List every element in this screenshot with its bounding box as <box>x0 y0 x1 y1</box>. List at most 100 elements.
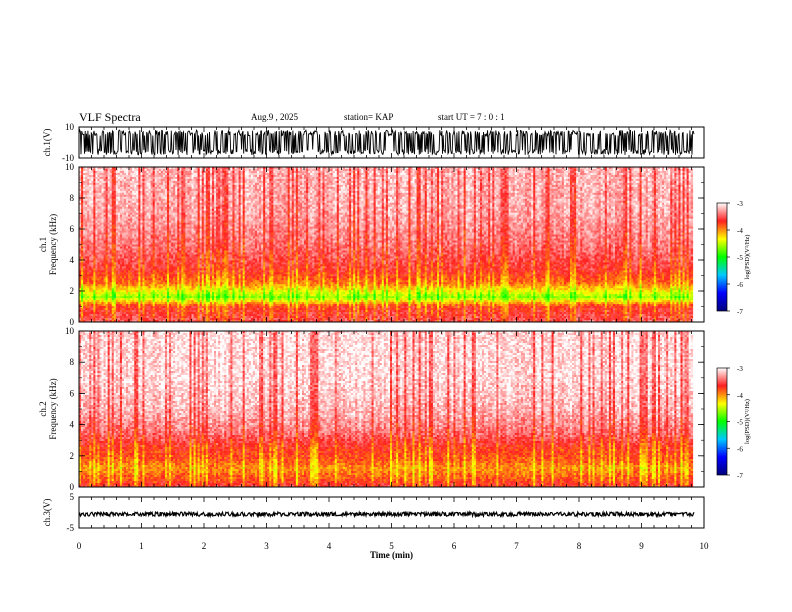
spectrogram-cell <box>423 181 425 183</box>
spectrogram-cell <box>486 175 488 177</box>
spectrogram-cell <box>619 179 621 181</box>
spectrogram-cell <box>241 179 243 181</box>
spectrogram-cell <box>196 175 198 177</box>
spectrogram-cell <box>349 171 351 173</box>
spectrogram-cell <box>398 171 400 173</box>
spectrogram-cell <box>286 171 288 173</box>
spectrogram-cell <box>308 173 310 175</box>
spectrogram-cell <box>470 181 472 183</box>
spectrogram-cell <box>247 179 249 181</box>
spectrogram-cell <box>593 179 595 181</box>
spectrogram-cell <box>539 179 541 181</box>
spectrogram-cell <box>505 171 507 173</box>
spectrogram-cell <box>396 173 398 175</box>
spectrogram-cell <box>433 181 435 183</box>
spectrogram-cell <box>588 179 590 181</box>
spectrogram-cell <box>153 173 155 175</box>
spectrogram-cell <box>339 179 341 181</box>
spectrogram-cell <box>578 175 580 177</box>
spectrogram-cell <box>261 181 263 183</box>
spectrogram-cell <box>445 173 447 175</box>
spectrogram-cell <box>642 173 644 175</box>
spectrogram-cell <box>314 171 316 173</box>
spectrogram-cell <box>494 171 496 173</box>
spectrogram-cell <box>118 181 120 183</box>
spectrogram-cell <box>163 173 165 175</box>
spectrogram-cell <box>294 171 296 173</box>
spectrogram-cell <box>89 181 91 183</box>
spectrogram-cell <box>329 179 331 181</box>
spectrogram-cell <box>112 173 114 175</box>
spectrogram-cell <box>167 181 169 183</box>
spectrogram-cell <box>486 171 488 173</box>
spectrogram-cell <box>423 175 425 177</box>
spectrogram-cell <box>568 175 570 177</box>
spectrogram-cell <box>554 175 556 177</box>
spectrogram-cell <box>241 181 243 183</box>
spectrogram-cell <box>343 181 345 183</box>
spectrogram-cell <box>484 175 486 177</box>
spectrogram-cell <box>177 173 179 175</box>
spectrogram-cell <box>500 179 502 181</box>
spectrogram-cell <box>118 171 120 173</box>
spectrogram-cell <box>325 175 327 177</box>
spectrogram-cell <box>300 179 302 181</box>
spectrogram-cell <box>676 181 678 183</box>
spectrogram-cell <box>189 179 191 181</box>
spectrogram-cell <box>406 179 408 181</box>
spectrogram-cell <box>253 179 255 181</box>
spectrogram-cell <box>261 175 263 177</box>
spectrogram-cell <box>457 171 459 173</box>
spectrogram-cell <box>627 175 629 177</box>
spectrogram-cell <box>683 171 685 173</box>
spectrogram-cell <box>185 173 187 175</box>
spectrogram-cell <box>652 181 654 183</box>
spectrogram-cell <box>654 181 656 183</box>
spectrogram-cell <box>130 181 132 183</box>
spectrogram-cell <box>245 173 247 175</box>
spectrogram-cell <box>543 173 545 175</box>
spectrogram-cell <box>241 173 243 175</box>
spectrogram-cell <box>505 173 507 175</box>
spectrogram-cell <box>652 173 654 175</box>
spectrogram-cell <box>161 181 163 183</box>
spectrogram-cell <box>175 175 177 177</box>
spectrogram-cell <box>130 179 132 181</box>
spectrogram-cell <box>294 175 296 177</box>
spectrogram-cell <box>259 181 261 183</box>
spectrogram-cell <box>595 175 597 177</box>
spectrogram-cell <box>234 171 236 173</box>
spectrogram-cell <box>654 179 656 181</box>
spectrogram-cell <box>318 171 320 173</box>
spectrogram-cell <box>151 179 153 181</box>
spectrogram-cell <box>658 173 660 175</box>
spectrogram-cell <box>167 179 169 181</box>
spectrogram-cell <box>543 181 545 183</box>
spectrogram-cell <box>218 179 220 181</box>
spectrogram-cell <box>568 171 570 173</box>
spectrogram-cell <box>619 181 621 183</box>
spectrogram-cell <box>122 181 124 183</box>
spectrogram-cell <box>112 175 114 177</box>
spectrogram-cell <box>384 171 386 173</box>
spectrogram-cell <box>580 173 582 175</box>
spectrogram-cell <box>165 175 167 177</box>
spectrogram-cell <box>406 181 408 183</box>
spectrogram-cell <box>406 173 408 175</box>
spectrogram-cell <box>574 175 576 177</box>
spectrogram-cell <box>353 171 355 173</box>
spectrogram-cell <box>206 181 208 183</box>
spectrogram-cell <box>605 171 607 173</box>
spectrogram-cell <box>192 175 194 177</box>
spectrogram-cell <box>284 181 286 183</box>
spectrogram-cell <box>525 179 527 181</box>
spectrogram-cell <box>177 171 179 173</box>
spectrogram-cell <box>533 181 535 183</box>
spectrogram-cell <box>560 175 562 177</box>
spectrogram-cell <box>451 179 453 181</box>
spectrogram-cell <box>609 175 611 177</box>
spectrogram-cell <box>433 173 435 175</box>
spectrogram-cell <box>310 179 312 181</box>
spectrogram-cell <box>361 173 363 175</box>
waveform-ch1 <box>79 130 694 155</box>
